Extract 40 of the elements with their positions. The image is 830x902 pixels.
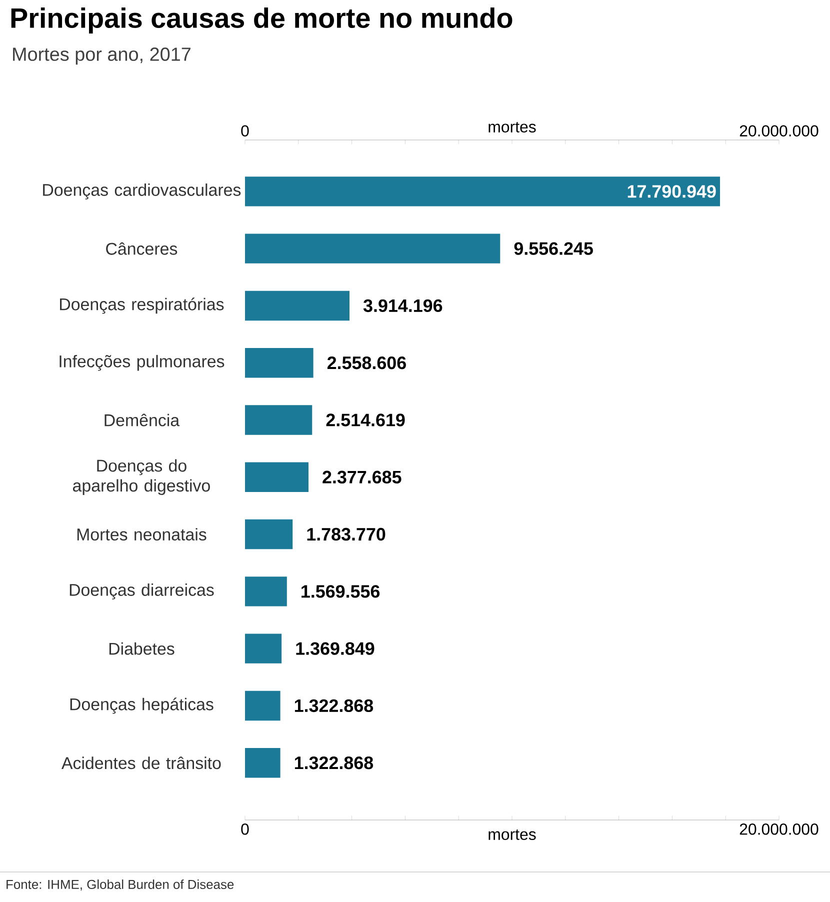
y-tick-label: Doenças cardiovasculares	[43, 184, 241, 200]
bar	[245, 748, 280, 778]
data-label: 3.914.196	[363, 299, 442, 312]
x2-axis-title: mortes	[488, 122, 536, 132]
y-tick-label: Doenças respiratórias	[60, 298, 224, 314]
data-label: 2.514.619	[326, 414, 405, 426]
bar	[245, 634, 282, 664]
bar	[245, 290, 350, 321]
y-tick-label: Infecções pulmonares	[60, 354, 224, 371]
data-label: 2.377.685	[322, 470, 402, 484]
data-label: 1.322.868	[294, 756, 374, 770]
y-tick-label: Doenças hepáticas	[70, 698, 214, 714]
data-label: 1.783.770	[307, 528, 386, 541]
data-label: 9.556.245	[514, 242, 593, 255]
y-tick-label: Mortes neonatais	[77, 528, 206, 541]
data-label: 2.558.606	[327, 356, 406, 370]
data-label: 1.569.556	[302, 585, 380, 598]
bar	[245, 234, 500, 264]
chart-subtitle: Mortes por ano, 2017	[13, 48, 190, 65]
y-tick-label: Doenças diarreicas	[70, 584, 214, 600]
bar	[245, 462, 308, 492]
data-label: 1.369.849	[296, 642, 374, 655]
chart-title: Principais causas de morte no mundo	[11, 8, 512, 34]
x-axis-title: mortes	[488, 830, 536, 840]
bar	[245, 348, 314, 378]
bar	[245, 576, 287, 606]
y-tick-label: Cânceres	[106, 242, 178, 255]
x2-tick-label: 20.000.000	[740, 125, 818, 136]
bar	[245, 519, 293, 550]
y-tick-label: Acidentes de trânsito	[61, 756, 221, 770]
data-label: 1.322.868	[294, 699, 374, 712]
bar	[245, 405, 312, 435]
bar	[245, 690, 280, 721]
bar	[245, 176, 720, 206]
y-tick-label: Doenças do aparelho digestivo	[72, 459, 210, 495]
y-tick-label: Diabetes	[109, 642, 174, 655]
data-label: 17.790.949	[628, 185, 716, 198]
x2-tick-label: 0	[241, 125, 249, 136]
y-tick-label: Demência	[104, 414, 180, 426]
source-note: Fonte: IHME, Global Burden of Disease	[6, 880, 234, 891]
